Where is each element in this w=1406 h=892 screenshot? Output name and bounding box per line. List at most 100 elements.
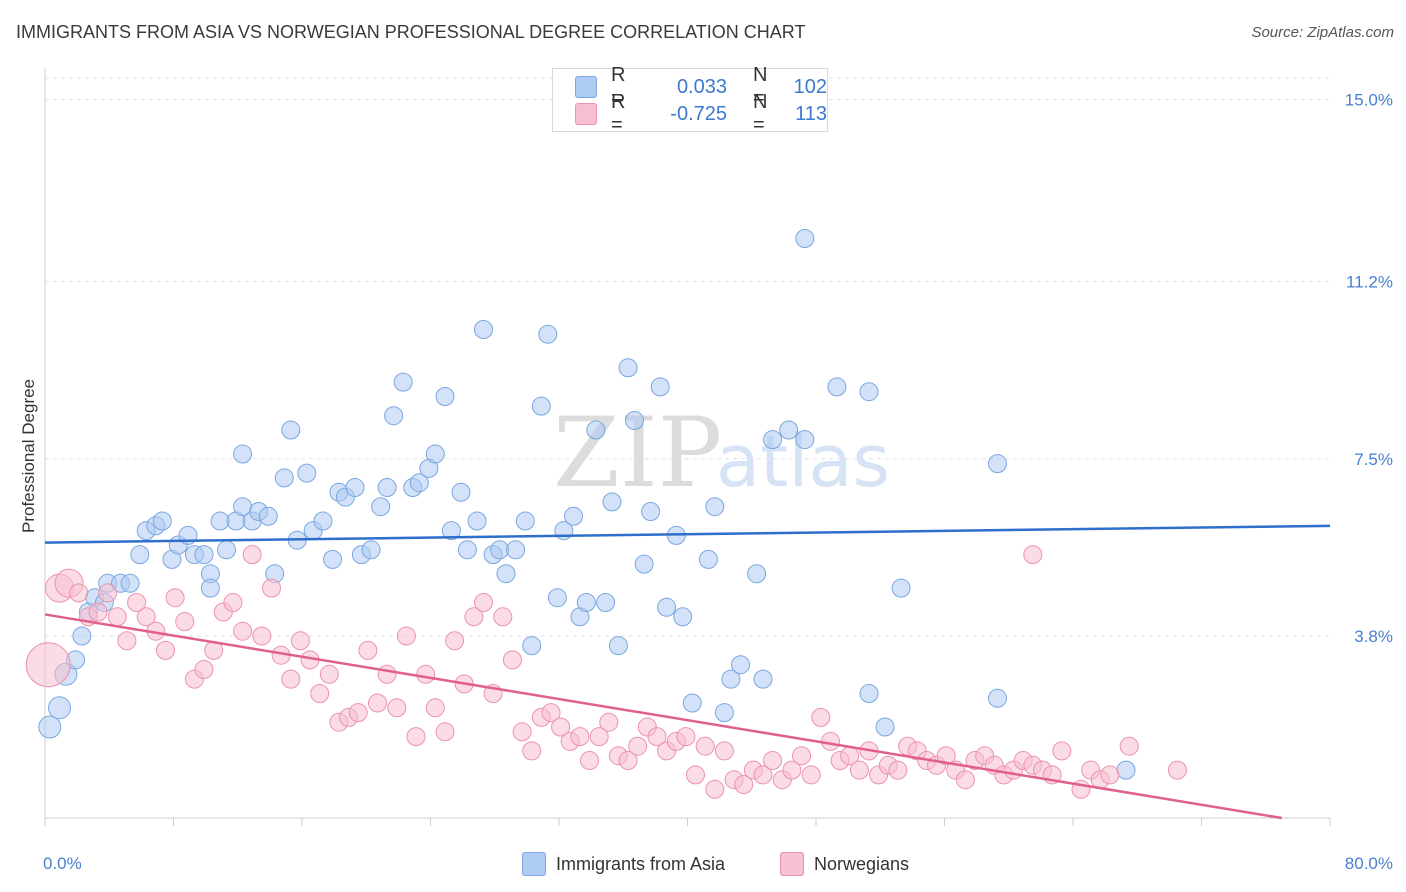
point-norwegians [541,703,561,723]
point-norwegians [1052,741,1072,761]
point-asia [474,320,493,339]
point-asia [859,382,879,402]
point-asia [795,229,815,248]
bottom-legend-label-norwegians: Norwegians [814,853,910,874]
point-norwegians [136,607,156,627]
point-asia [721,669,741,689]
point-norwegians [493,607,513,627]
bottom-legend-swatch-norwegians [780,852,804,876]
point-asia [48,696,71,720]
point-asia [747,564,767,584]
point-asia [576,593,596,612]
point-asia [522,636,542,656]
point-norwegians [69,583,89,603]
bottom-legend-norwegians: Norwegians [780,851,909,877]
legend-r-value: -0.725 [670,102,727,125]
point-asia [1116,760,1136,780]
point-norwegians [435,722,455,742]
point-norwegians [1119,736,1139,756]
point-norwegians [223,593,243,612]
point-asia [120,573,140,593]
point-norwegians [551,717,571,737]
trend-line-norwegians [44,613,1283,820]
point-norwegians [849,760,869,780]
point-asia [875,717,895,737]
point-norwegians [377,664,397,684]
point-asia [377,478,397,497]
point-norwegians [98,583,118,603]
point-asia [281,420,301,440]
point-asia [538,324,558,344]
point-norwegians [782,760,802,780]
point-asia [763,430,783,450]
bottom-legend-label-asia: Immigrants from Asia [556,853,726,874]
point-asia [409,473,429,493]
point-asia [490,540,510,560]
y-tick-label: 11.2% [1346,273,1393,292]
chart-source: Source: ZipAtlas.com [1251,24,1394,41]
point-norwegians [580,751,599,770]
point-asia [586,420,606,440]
point-norwegians [599,712,619,732]
point-asia [673,607,693,627]
point-norwegians [763,751,783,770]
point-norwegians [165,588,185,608]
point-asia [371,497,391,517]
point-norwegians [117,631,137,651]
x-tick-label: 0.0% [43,854,82,873]
point-asia [682,693,702,713]
point-norwegians [811,707,831,727]
point-asia [384,406,404,426]
y-tick-label: 7.5% [1354,450,1393,469]
point-asia [596,593,616,612]
point-norwegians [570,727,590,747]
point-norwegians [705,779,725,799]
point-asia [194,545,214,565]
point-norwegians [1100,765,1120,785]
point-norwegians [474,593,493,612]
point-asia [650,377,670,397]
point-norwegians [464,607,484,627]
point-norwegians [107,607,127,627]
point-asia [988,454,1007,474]
x-tick-label: 80.0% [1345,854,1393,873]
y-tick-label: 3.8% [1354,627,1393,646]
point-asia [274,468,294,488]
point-norwegians [445,631,465,651]
legend-n-value: 102 [793,75,827,98]
point-norwegians [406,727,426,747]
point-asia [753,669,773,689]
point-asia [457,540,477,560]
points-layer [25,229,1187,799]
point-norwegians [319,664,339,684]
point-asia [641,502,661,521]
point-norwegians [233,621,253,641]
point-asia [779,420,799,440]
legend-r-label: R = [611,91,626,136]
point-norwegians [156,640,175,660]
point-asia [731,655,750,675]
point-norwegians [1023,545,1043,565]
point-asia [891,578,911,598]
point-norwegians [695,736,715,756]
point-norwegians [88,602,108,622]
point-norwegians [194,660,214,679]
point-asia [233,444,253,464]
point-asia [515,511,535,531]
point-asia [506,540,526,560]
point-norwegians [888,760,908,780]
point-asia [130,545,150,565]
point-asia [467,511,487,531]
point-norwegians [676,727,696,747]
point-asia [345,478,365,497]
point-asia [323,549,342,569]
trend-layer [44,524,1331,820]
point-asia [698,549,718,569]
point-norwegians [25,642,71,688]
point-norwegians [425,698,445,718]
point-norwegians [512,722,532,742]
point-norwegians [310,684,330,703]
point-asia [795,430,815,450]
point-norwegians [714,741,734,761]
